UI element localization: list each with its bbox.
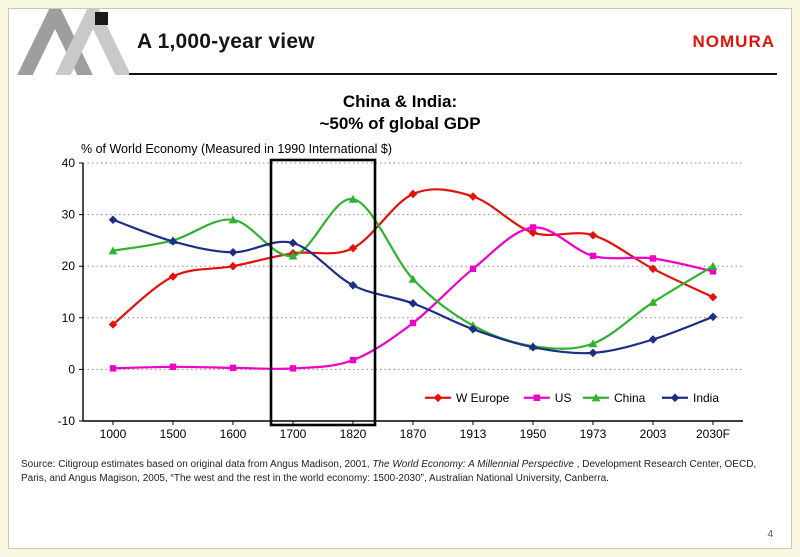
marker-diamond-icon [670, 393, 680, 403]
marker-triangle-icon [288, 251, 298, 260]
marker-triangle-icon [228, 215, 238, 224]
marker-diamond-icon [288, 238, 298, 248]
marker-diamond-icon [108, 215, 118, 225]
source-book-title: The World Economy: A Millennial Perspect… [372, 459, 574, 471]
marker-diamond-icon [348, 281, 358, 290]
annotation-line-1: China & India: [342, 92, 458, 111]
series-india [108, 215, 718, 358]
line-chart: % of World Economy (Measured in 1990 Int… [39, 139, 791, 456]
marker-diamond-icon [648, 264, 658, 274]
series-us [109, 224, 717, 372]
marker-diamond-icon [588, 231, 598, 240]
legend-item: W Europe [425, 391, 510, 405]
source-text-2: , Development Research Center, OECD, Par… [21, 459, 757, 484]
slide-corner-decoration-icon [17, 9, 129, 75]
chevron-light-icon [55, 9, 129, 75]
marker-triangle-icon [648, 298, 658, 307]
marker-triangle-icon [708, 261, 718, 270]
marker-diamond-icon [408, 189, 418, 199]
x-tick-label: 1973 [580, 427, 607, 441]
marker-square-icon [169, 363, 177, 371]
x-tick-label: 1500 [160, 427, 187, 441]
chart-annotation: China & India: ~50% of global GDP [9, 91, 791, 135]
legend-label: W Europe [456, 391, 510, 405]
marker-square-icon [709, 268, 717, 275]
marker-diamond-icon [228, 248, 238, 257]
marker-triangle-icon [591, 393, 601, 402]
marker-diamond-icon [468, 192, 478, 202]
y-tick-label: 10 [62, 311, 76, 325]
marker-square-icon [469, 265, 477, 273]
marker-square-icon [409, 319, 417, 327]
marker-diamond-icon [708, 312, 718, 322]
nomura-logo: NOMURA [692, 32, 775, 51]
source-note: Source: Citigroup estimates based on ori… [21, 458, 777, 485]
marker-triangle-icon [348, 194, 358, 203]
series-line [112, 218, 714, 355]
chart-svg: % of World Economy (Measured in 1990 Int… [58, 142, 743, 441]
legend-item: China [583, 391, 646, 405]
marker-square-icon [109, 365, 117, 372]
marker-square-icon [529, 224, 537, 231]
x-tick-label: 1950 [520, 427, 547, 441]
marker-diamond-icon [433, 393, 443, 403]
x-tick-label: 2003 [640, 427, 667, 441]
square-accent-icon [95, 12, 108, 25]
marker-diamond-icon [528, 343, 538, 352]
header-main: A 1,000-year view NOMURA [129, 9, 777, 75]
marker-diamond-icon [648, 335, 658, 344]
legend-item: India [662, 391, 719, 405]
y-tick-label: 30 [62, 208, 76, 222]
y-tick-label: 20 [62, 259, 76, 273]
source-text-1: Source: Citigroup estimates based on ori… [21, 459, 373, 471]
marker-diamond-icon [168, 272, 178, 282]
x-tick-label: 1000 [100, 427, 127, 441]
marker-square-icon [533, 394, 540, 402]
y-tick-label: 0 [68, 363, 75, 377]
x-tick-label: 1870 [400, 427, 427, 441]
marker-diamond-icon [408, 299, 418, 308]
marker-square-icon [589, 252, 597, 260]
x-tick-label: 1600 [220, 427, 247, 441]
slide: A 1,000-year view NOMURA China & India: … [8, 8, 792, 549]
marker-square-icon [649, 255, 657, 262]
marker-triangle-icon [408, 274, 418, 283]
legend-item: US [523, 391, 572, 405]
slide-header: A 1,000-year view NOMURA [9, 9, 791, 75]
legend-label: China [614, 391, 646, 405]
marker-diamond-icon [228, 262, 238, 271]
marker-diamond-icon [168, 237, 178, 246]
x-tick-label: 2030F [696, 427, 730, 441]
marker-diamond-icon [108, 320, 118, 329]
series-line [112, 198, 714, 351]
legend-label: India [693, 391, 719, 405]
x-tick-label: 1820 [340, 427, 367, 441]
x-tick-label: 1700 [280, 427, 307, 441]
series-china [108, 194, 718, 351]
y-tick-label: 40 [62, 156, 76, 170]
marker-square-icon [229, 364, 237, 372]
marker-triangle-icon [108, 246, 118, 255]
chart-title: % of World Economy (Measured in 1990 Int… [81, 142, 392, 156]
marker-diamond-icon [708, 293, 718, 302]
y-tick-label: -10 [58, 414, 76, 428]
marker-diamond-icon [468, 325, 478, 334]
marker-square-icon [289, 365, 297, 372]
annotation-line-2: ~50% of global GDP [319, 114, 481, 134]
x-tick-label: 1913 [460, 427, 487, 441]
highlight-box [269, 158, 377, 427]
legend-label: US [555, 391, 572, 405]
marker-square-icon [349, 357, 357, 364]
marker-diamond-icon [588, 348, 598, 358]
legend: W Europe US China India [425, 391, 719, 405]
page-number: 4 [767, 529, 773, 540]
slide-title: A 1,000-year view [137, 30, 315, 53]
marker-triangle-icon [588, 339, 598, 348]
marker-diamond-icon [348, 244, 358, 253]
